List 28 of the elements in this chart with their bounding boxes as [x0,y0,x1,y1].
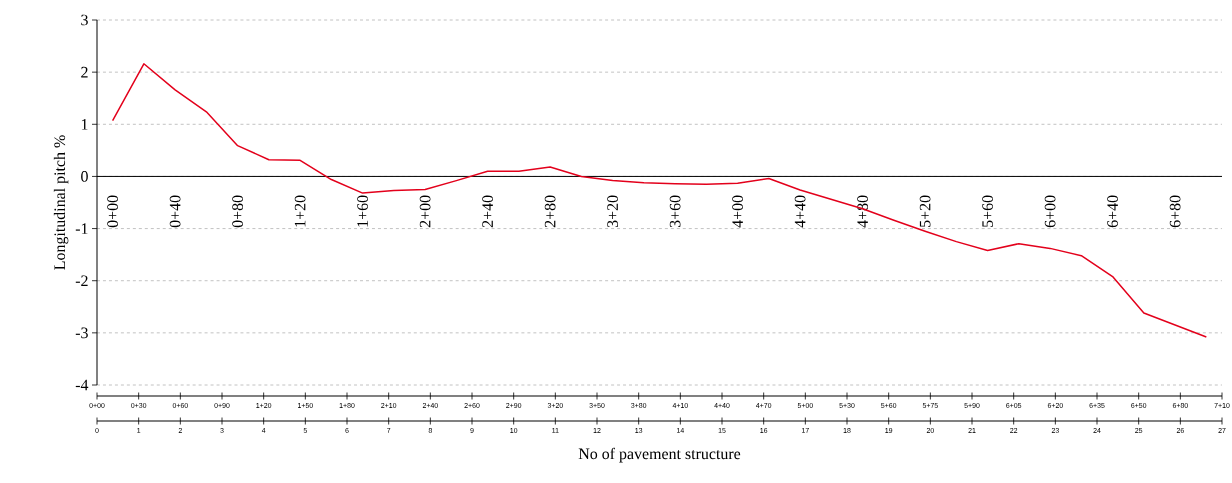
x-tick-label: 4+00 [732,195,743,228]
y-tick-label: -1 [75,223,88,234]
x-tick-label: 2+80 [544,195,556,228]
y-tick-label: -4 [75,379,89,391]
x-tick-label: 2+00 [419,195,431,228]
x-tick-label: 0+80 [232,195,243,228]
x-tick-label: 0+00 [107,195,118,228]
x-tick-label: 5+60 [982,195,993,227]
x-tick-label: 6+80 [1169,195,1181,228]
x-tick-label: 6+40 [1107,195,1118,228]
x-tick-label: 2+40 [482,195,493,228]
y-tick-label: 1 [81,119,88,130]
y-tick-label: 3 [81,14,88,26]
x-tick-label: 6+00 [1044,195,1056,228]
x-tick-label: 5+20 [919,195,931,227]
y-tick-label: -3 [75,327,88,339]
x-tick-label: 1+60 [357,195,368,227]
y-tick-label: 0 [81,171,88,182]
x-tick-label: 0+40 [169,195,181,228]
x-tick-label: 3+60 [669,195,681,228]
x2-axis-title: No of pavement structure [578,447,741,463]
x-tick-label: 1+20 [294,195,306,227]
y-tick-label: -2 [75,275,88,286]
x-tick-label: 4+40 [794,195,806,228]
y-axis-title: Longitudinal pitch % [53,135,69,270]
y-tick-label: 2 [81,66,88,78]
x-tick-label: 4+80 [857,195,868,228]
x-tick-label: 3+20 [607,195,618,228]
